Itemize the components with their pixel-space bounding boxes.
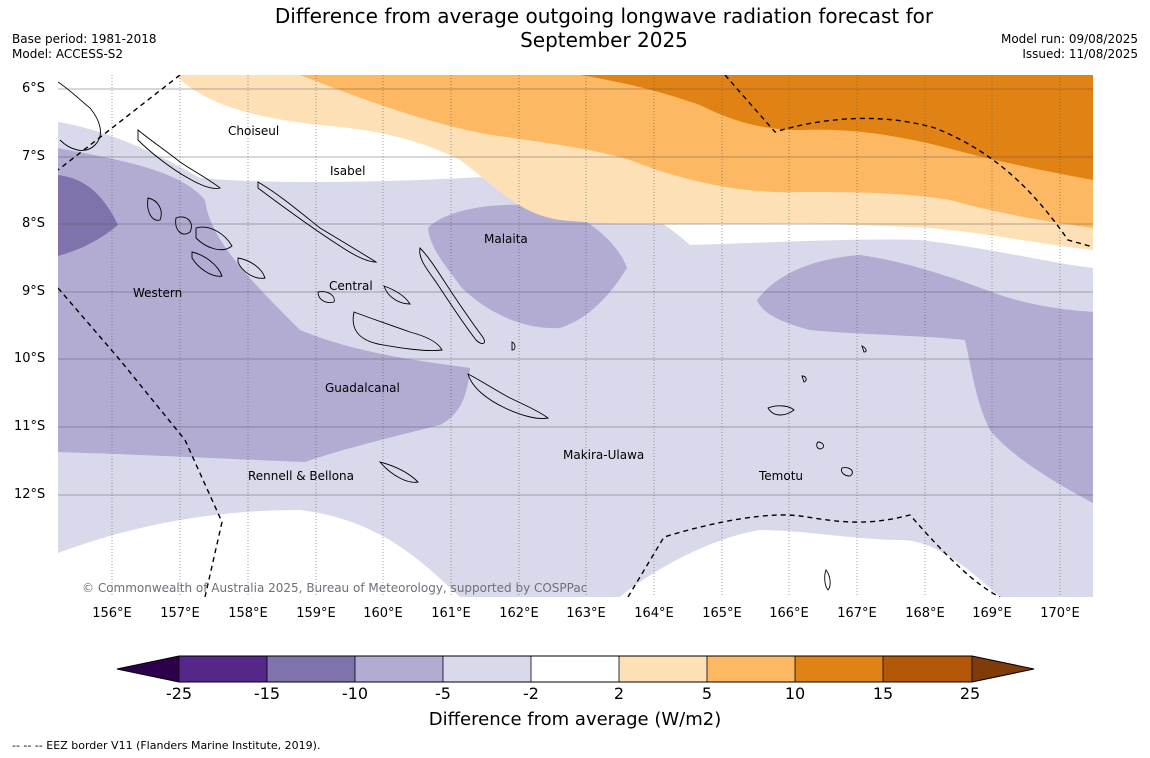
copyright-notice: © Commonwealth of Australia 2025, Bureau… xyxy=(82,581,587,595)
lon-label-158e: 158°E xyxy=(228,606,268,621)
colorbar-swatch-10-15 xyxy=(795,656,883,682)
region-label-rennell-bellona: Rennell & Bellona xyxy=(248,469,354,483)
colorbar-swatch-2-5 xyxy=(619,656,707,682)
model-run: Model run: 09/08/2025 xyxy=(1000,32,1138,46)
colorbar-tick-25: 25 xyxy=(959,684,981,703)
lon-label-159e: 159°E xyxy=(296,606,336,621)
coastlines xyxy=(58,81,867,591)
region-label-malaita: Malaita xyxy=(484,232,528,246)
colorbar-tick-10: 10 xyxy=(784,684,806,703)
region-label-isabel: Isabel xyxy=(330,164,365,178)
colorbar-tick-minus15: -15 xyxy=(253,684,281,703)
lon-label-166e: 166°E xyxy=(769,606,809,621)
colorbar-swatch-5-10 xyxy=(707,656,795,682)
contour-minus10-minus5-malaita xyxy=(428,204,627,329)
lon-label-167e: 167°E xyxy=(837,606,877,621)
title-line-2: September 2025 xyxy=(520,28,688,52)
island-choiseul-coast xyxy=(137,129,221,189)
title-line-1: Difference from average outgoing longwav… xyxy=(274,4,934,28)
colorbar-tick-15: 15 xyxy=(872,684,894,703)
colorbar-dividers xyxy=(178,656,973,682)
colorbar-swatch-minus25-minus15 xyxy=(179,656,267,682)
lon-label-169e: 169°E xyxy=(972,606,1012,621)
contour-minus10-minus5-west xyxy=(58,148,470,462)
issued-date: Issued: 11/08/2025 xyxy=(1022,47,1138,61)
lon-label-164e: 164°E xyxy=(634,606,674,621)
colorbar-extend-high xyxy=(972,656,1034,682)
region-label-temotu: Temotu xyxy=(758,469,803,483)
contour-minus15-minus10 xyxy=(58,175,118,256)
contour-minus10-minus5-east xyxy=(757,255,1093,503)
chart-title: Difference from average outgoing longwav… xyxy=(200,4,1008,52)
eez-footnote: -- -- -- EEZ border V11 (Flanders Marine… xyxy=(12,739,321,752)
lat-label-8s: 8°S xyxy=(22,216,46,231)
lat-label-11s: 11°S xyxy=(14,419,46,434)
region-label-western: Western xyxy=(133,286,182,300)
contour-10-15 xyxy=(580,75,1093,180)
island-makira-coast xyxy=(467,373,550,419)
island-bougainville-coast xyxy=(58,81,101,151)
colorbar-tick-minus25: -25 xyxy=(165,684,193,703)
colorbar-tick-5: 5 xyxy=(701,684,713,703)
lat-label-12s: 12°S xyxy=(14,487,46,502)
colorbar-swatch-minus15-minus10 xyxy=(267,656,355,682)
colorbar-extend-low xyxy=(117,656,179,682)
island-isabel-coast xyxy=(257,181,378,263)
lat-label-7s: 7°S xyxy=(22,149,46,164)
meta-left: Base period: 1981-2018 Model: ACCESS-S2 xyxy=(12,32,157,62)
lat-label-10s: 10°S xyxy=(14,351,46,366)
island-rennell-coast xyxy=(378,461,419,483)
lon-label-170e: 170°E xyxy=(1040,606,1080,621)
lon-label-157e: 157°E xyxy=(160,606,200,621)
island-santa-cruz-coast xyxy=(767,405,795,416)
region-label-makira-ulawa: Makira-Ulawa xyxy=(563,448,644,462)
colorbar-tick-2: 2 xyxy=(613,684,625,703)
lat-grid xyxy=(58,88,1093,496)
lon-label-160e: 160°E xyxy=(363,606,403,621)
meta-right: Model run: 09/08/2025 Issued: 11/08/2025 xyxy=(1001,32,1138,62)
colorbar-title: Difference from average (W/m2) xyxy=(428,709,722,730)
lon-label-162e: 162°E xyxy=(499,606,539,621)
lon-label-163e: 163°E xyxy=(566,606,606,621)
region-label-choiseul: Choiseul xyxy=(228,124,279,138)
lat-label-9s: 9°S xyxy=(22,284,46,299)
lon-label-161e: 161°E xyxy=(431,606,471,621)
model-name: Model: ACCESS-S2 xyxy=(12,47,124,61)
colorbar-tick-minus10: -10 xyxy=(341,684,369,703)
colorbar-tick-minus2: -2 xyxy=(523,684,539,703)
base-period: Base period: 1981-2018 xyxy=(12,32,157,46)
lat-label-6s: 6°S xyxy=(22,81,46,96)
colorbar-tick-minus5: -5 xyxy=(435,684,451,703)
region-label-guadalcanal: Guadalcanal xyxy=(325,381,400,395)
colorbar-swatch-minus5-minus2 xyxy=(443,656,531,682)
contour-minus5-minus2 xyxy=(58,122,1093,597)
lon-label-165e: 165°E xyxy=(702,606,742,621)
region-label-central: Central xyxy=(329,279,373,293)
colorbar-swatch-minus2-2 xyxy=(531,656,619,682)
lon-label-168e: 168°E xyxy=(905,606,945,621)
colorbar-swatch-15-25 xyxy=(883,656,972,682)
island-guadalcanal-coast xyxy=(352,311,443,351)
eez-borders xyxy=(58,75,1093,597)
colorbar-swatch-minus10-minus5 xyxy=(355,656,443,682)
colorbar xyxy=(116,655,1035,683)
lon-label-156e: 156°E xyxy=(92,606,132,621)
island-malaita-coast xyxy=(419,247,485,344)
